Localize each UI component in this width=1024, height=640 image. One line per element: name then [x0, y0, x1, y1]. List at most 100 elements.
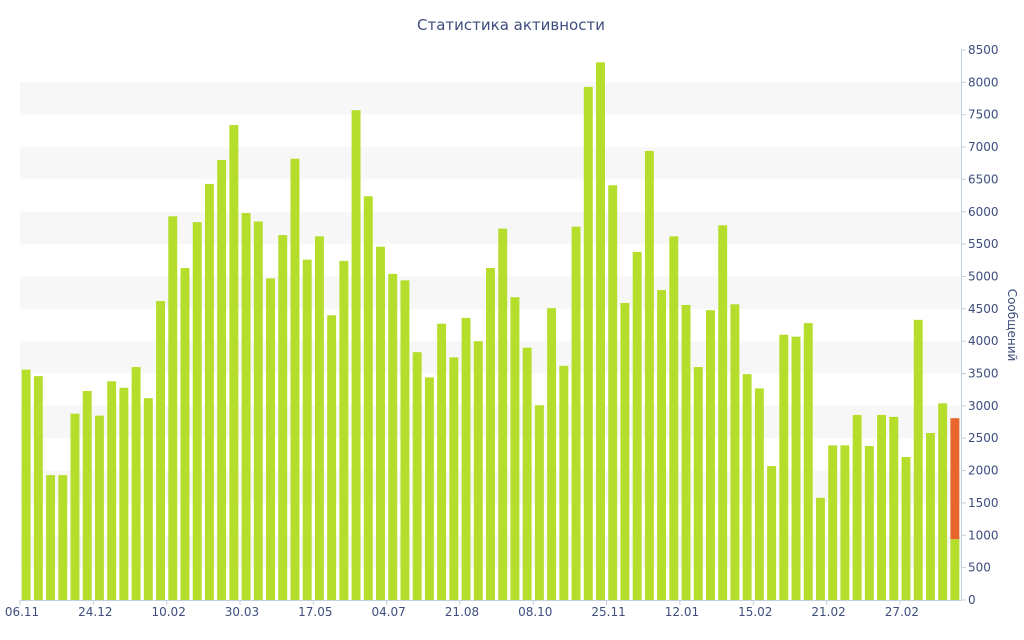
bar[interactable]: [522, 347, 532, 600]
bar[interactable]: [314, 236, 324, 600]
bar[interactable]: [791, 336, 801, 600]
bar[interactable]: [681, 304, 691, 600]
x-tick-label: 24.12: [78, 605, 112, 619]
bar[interactable]: [693, 367, 703, 600]
bar[interactable]: [290, 158, 300, 601]
bar[interactable]: [632, 251, 642, 600]
bar[interactable]: [779, 334, 789, 600]
y-tick-label: 500: [968, 561, 991, 575]
bar[interactable]: [657, 290, 667, 600]
bar[interactable]: [94, 415, 104, 600]
bar[interactable]: [877, 414, 887, 600]
bar[interactable]: [58, 475, 68, 600]
x-tick-label: 04.07: [371, 605, 405, 619]
bar[interactable]: [828, 445, 838, 600]
bar[interactable]: [925, 433, 935, 600]
y-tick-label: 5500: [968, 237, 999, 251]
bar[interactable]: [180, 268, 190, 600]
bar[interactable]: [706, 310, 715, 600]
y-tick-label: 1000: [968, 528, 999, 542]
bar[interactable]: [950, 539, 960, 600]
bar[interactable]: [889, 416, 899, 600]
bar[interactable]: [82, 391, 92, 600]
bar[interactable]: [840, 445, 850, 600]
bar[interactable]: [644, 150, 654, 601]
bar[interactable]: [266, 278, 275, 600]
bar[interactable]: [131, 367, 141, 600]
bar[interactable]: [754, 388, 764, 600]
bar[interactable]: [718, 225, 728, 600]
bar[interactable]: [486, 268, 495, 600]
bar[interactable]: [119, 387, 129, 600]
bar[interactable]: [70, 413, 80, 600]
grid-band: [20, 147, 961, 180]
bar[interactable]: [424, 377, 434, 600]
bar[interactable]: [339, 260, 349, 600]
bar[interactable]: [302, 259, 312, 600]
x-tick-label: 27.02: [885, 605, 919, 619]
bar[interactable]: [816, 497, 825, 600]
y-tick-label: 3500: [968, 367, 999, 381]
bar[interactable]: [498, 228, 508, 600]
bar[interactable]: [742, 374, 752, 600]
bar[interactable]: [901, 457, 911, 600]
bar[interactable]: [864, 446, 874, 600]
bar[interactable]: [143, 398, 153, 600]
bar[interactable]: [510, 297, 520, 600]
chart-title: Статистика активности: [417, 16, 605, 34]
y-tick-label: 2000: [968, 464, 999, 478]
bar[interactable]: [803, 323, 813, 600]
bar[interactable]: [229, 125, 239, 600]
bar[interactable]: [571, 226, 581, 600]
y-tick-label: 4500: [968, 302, 999, 316]
bar[interactable]: [107, 381, 117, 600]
bar[interactable]: [608, 185, 618, 600]
bar[interactable]: [388, 273, 398, 600]
bar[interactable]: [363, 196, 373, 600]
bar[interactable]: [192, 222, 202, 600]
bar[interactable]: [156, 301, 165, 600]
bar[interactable]: [852, 414, 862, 600]
bar[interactable]: [913, 319, 923, 600]
bar[interactable]: [559, 365, 569, 600]
bar[interactable]: [327, 315, 337, 600]
y-tick-label: 8500: [968, 43, 999, 57]
bar[interactable]: [351, 110, 361, 601]
bar[interactable]: [583, 86, 593, 601]
bar[interactable]: [412, 352, 422, 600]
x-tick-label: 10.02: [151, 605, 185, 619]
bar[interactable]: [938, 403, 948, 600]
bar[interactable]: [217, 160, 227, 600]
bar[interactable]: [767, 466, 777, 600]
bar[interactable]: [21, 369, 31, 600]
bar[interactable]: [376, 246, 385, 601]
bar[interactable]: [596, 62, 605, 600]
bar[interactable]: [437, 323, 447, 600]
bar[interactable]: [449, 357, 459, 600]
grid-band: [20, 211, 961, 245]
bar[interactable]: [473, 341, 483, 600]
bar[interactable]: [33, 376, 43, 600]
bar[interactable]: [168, 216, 178, 600]
bar[interactable]: [669, 236, 679, 600]
bar[interactable]: [204, 183, 214, 601]
bar[interactable]: [278, 235, 288, 600]
bar[interactable]: [461, 317, 471, 600]
bar[interactable]: [241, 213, 251, 600]
bar[interactable]: [46, 475, 56, 600]
bar[interactable]: [620, 303, 630, 600]
x-tick-label: 30.03: [225, 605, 259, 619]
bar[interactable]: [534, 405, 544, 600]
y-tick-label: 8000: [968, 75, 999, 89]
bar[interactable]: [730, 304, 740, 600]
x-tick-label: 06.11: [5, 605, 39, 619]
bar[interactable]: [547, 308, 557, 600]
x-tick-label: 21.08: [445, 605, 479, 619]
bar[interactable]: [253, 221, 263, 600]
bar[interactable]: [400, 280, 410, 600]
y-axis-title: Сообщений: [1005, 289, 1019, 362]
x-tick-label: 12.01: [665, 605, 699, 619]
bar-highlight[interactable]: [950, 418, 960, 540]
x-tick-label: 15.02: [738, 605, 772, 619]
